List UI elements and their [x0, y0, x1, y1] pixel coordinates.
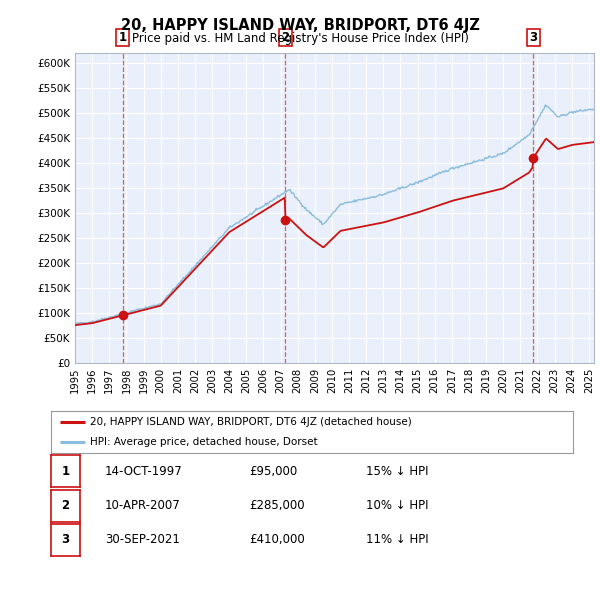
- Text: £410,000: £410,000: [249, 533, 305, 546]
- Text: Price paid vs. HM Land Registry's House Price Index (HPI): Price paid vs. HM Land Registry's House …: [131, 32, 469, 45]
- Text: 10-APR-2007: 10-APR-2007: [105, 499, 181, 512]
- Text: 3: 3: [529, 31, 537, 44]
- Text: 30-SEP-2021: 30-SEP-2021: [105, 533, 180, 546]
- Text: 2: 2: [61, 499, 70, 512]
- Text: 3: 3: [61, 533, 70, 546]
- Text: HPI: Average price, detached house, Dorset: HPI: Average price, detached house, Dors…: [90, 437, 318, 447]
- Text: 10% ↓ HPI: 10% ↓ HPI: [366, 499, 428, 512]
- Text: 20, HAPPY ISLAND WAY, BRIDPORT, DT6 4JZ (detached house): 20, HAPPY ISLAND WAY, BRIDPORT, DT6 4JZ …: [90, 417, 412, 427]
- Text: 20, HAPPY ISLAND WAY, BRIDPORT, DT6 4JZ: 20, HAPPY ISLAND WAY, BRIDPORT, DT6 4JZ: [121, 18, 479, 32]
- Text: £285,000: £285,000: [249, 499, 305, 512]
- Text: £95,000: £95,000: [249, 465, 297, 478]
- Text: 11% ↓ HPI: 11% ↓ HPI: [366, 533, 428, 546]
- Text: 1: 1: [61, 465, 70, 478]
- Text: 2: 2: [281, 31, 289, 44]
- Text: 1: 1: [119, 31, 127, 44]
- Text: 14-OCT-1997: 14-OCT-1997: [105, 465, 183, 478]
- Text: 15% ↓ HPI: 15% ↓ HPI: [366, 465, 428, 478]
